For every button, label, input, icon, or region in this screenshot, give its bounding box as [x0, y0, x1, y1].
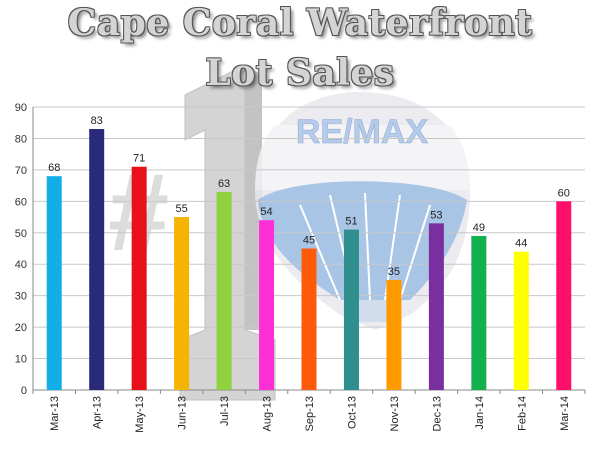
- y-tick-label: 0: [21, 385, 27, 397]
- bar-apr-13: [89, 129, 105, 390]
- data-label: 44: [515, 238, 527, 250]
- bar-jun-13: [174, 217, 190, 390]
- data-label: 71: [133, 153, 145, 165]
- x-category-label: Mar-13: [49, 396, 61, 431]
- y-tick-label: 90: [15, 102, 27, 114]
- y-tick-label: 50: [15, 228, 27, 240]
- bar-feb-14: [513, 251, 529, 390]
- data-label: 54: [260, 206, 272, 218]
- x-category-label: Feb-14: [516, 396, 528, 431]
- bar-oct-13: [343, 229, 359, 390]
- x-category-label: May-13: [134, 396, 146, 433]
- x-category-label: Nov-13: [389, 396, 401, 431]
- data-label: 53: [430, 209, 442, 221]
- data-label: 83: [91, 115, 103, 127]
- y-tick-label: 80: [15, 133, 27, 145]
- y-tick-label: 70: [15, 165, 27, 177]
- data-label: 35: [388, 266, 400, 278]
- bar-mar-13: [46, 176, 62, 390]
- data-label: 51: [345, 216, 357, 228]
- y-tick-label: 60: [15, 196, 27, 208]
- bar-nov-13: [386, 279, 402, 390]
- x-category-label: Sep-13: [304, 396, 316, 431]
- bar-jan-14: [471, 235, 487, 390]
- x-category-label: Apr-13: [92, 396, 104, 429]
- x-category-label: Mar-14: [559, 396, 571, 431]
- x-category-label: Oct-13: [346, 396, 358, 429]
- bar-dec-13: [428, 223, 444, 390]
- y-tick-label: 40: [15, 259, 27, 271]
- axes: 0 10 20 30 40 50 60 70 80 90: [15, 102, 586, 397]
- x-category-label: Jul-13: [219, 396, 231, 426]
- bars: [46, 129, 572, 390]
- data-label: 68: [48, 162, 60, 174]
- data-label: 60: [558, 187, 570, 199]
- category-labels: Mar-13 Apr-13 May-13 Jun-13 Jul-13 Aug-13 Sep-…: [49, 396, 571, 433]
- x-category-label: Aug-13: [262, 396, 274, 431]
- y-tick-label: 20: [15, 322, 27, 334]
- bar-mar-14: [556, 201, 572, 390]
- bar-jul-13: [216, 191, 232, 390]
- y-tick-label: 30: [15, 291, 27, 303]
- bar-may-13: [131, 166, 147, 390]
- data-label: 45: [303, 235, 315, 247]
- chart-title-line-2: Lot Sales: [205, 52, 395, 94]
- y-tick-label: 10: [15, 354, 27, 366]
- x-category-label: Jan-14: [474, 396, 486, 430]
- remax-logo-text: RE/MAX: [296, 113, 429, 151]
- chart-title-line-1: Cape Coral Waterfront: [67, 2, 533, 44]
- data-labels: 68 83 71 55 63 54 45 51 35 53 49 44 60: [48, 115, 570, 278]
- bar-aug-13: [259, 220, 275, 390]
- bar-sep-13: [301, 248, 317, 390]
- x-category-label: Jun-13: [177, 396, 189, 430]
- data-label: 63: [218, 178, 230, 190]
- data-label: 49: [473, 222, 485, 234]
- remax-balloon-logo: RE/MAX: [255, 92, 470, 330]
- data-label: 55: [175, 203, 187, 215]
- x-category-label: Dec-13: [431, 396, 443, 431]
